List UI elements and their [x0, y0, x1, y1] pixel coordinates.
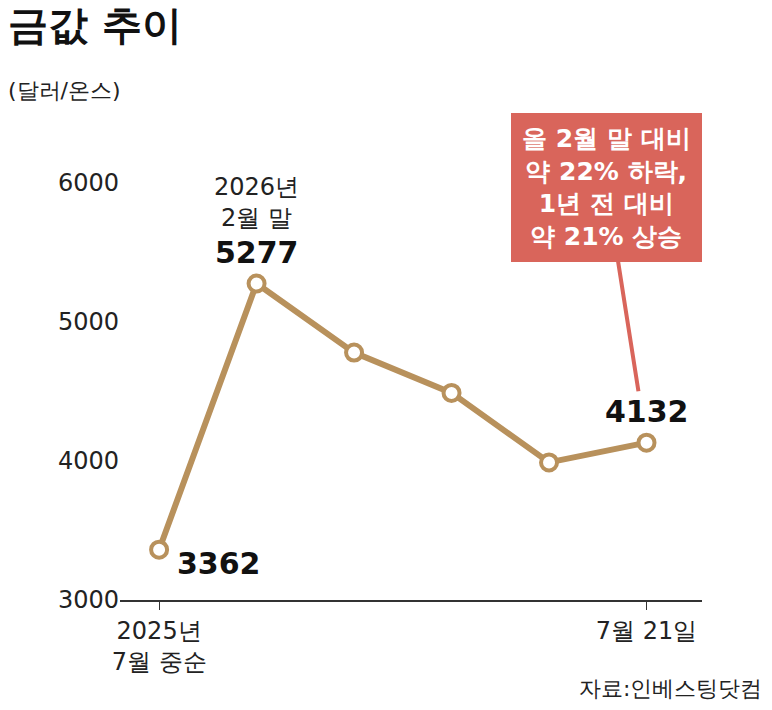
svg-text:5277: 5277 [215, 235, 299, 270]
svg-text:금값 추이: 금값 추이 [8, 2, 182, 48]
svg-text:자료:인베스팅닷컴: 자료:인베스팅닷컴 [579, 676, 762, 701]
svg-text:4000: 4000 [58, 447, 119, 475]
svg-text:5000: 5000 [58, 308, 119, 336]
svg-text:3000: 3000 [58, 586, 119, 614]
svg-text:2026년2월 말: 2026년2월 말 [214, 173, 299, 232]
svg-text:(달러/온스): (달러/온스) [8, 78, 121, 103]
svg-text:6000: 6000 [58, 169, 119, 197]
svg-text:3362: 3362 [177, 546, 261, 581]
svg-text:4132: 4132 [605, 394, 689, 429]
svg-text:올 2월 말 대비약 22% 하락,1년 전 대비약 21%: 올 2월 말 대비약 22% 하락,1년 전 대비약 21% 상승 [522, 124, 691, 251]
svg-text:7월 21일: 7월 21일 [596, 617, 697, 645]
svg-text:2025년7월 중순: 2025년7월 중순 [112, 617, 207, 676]
